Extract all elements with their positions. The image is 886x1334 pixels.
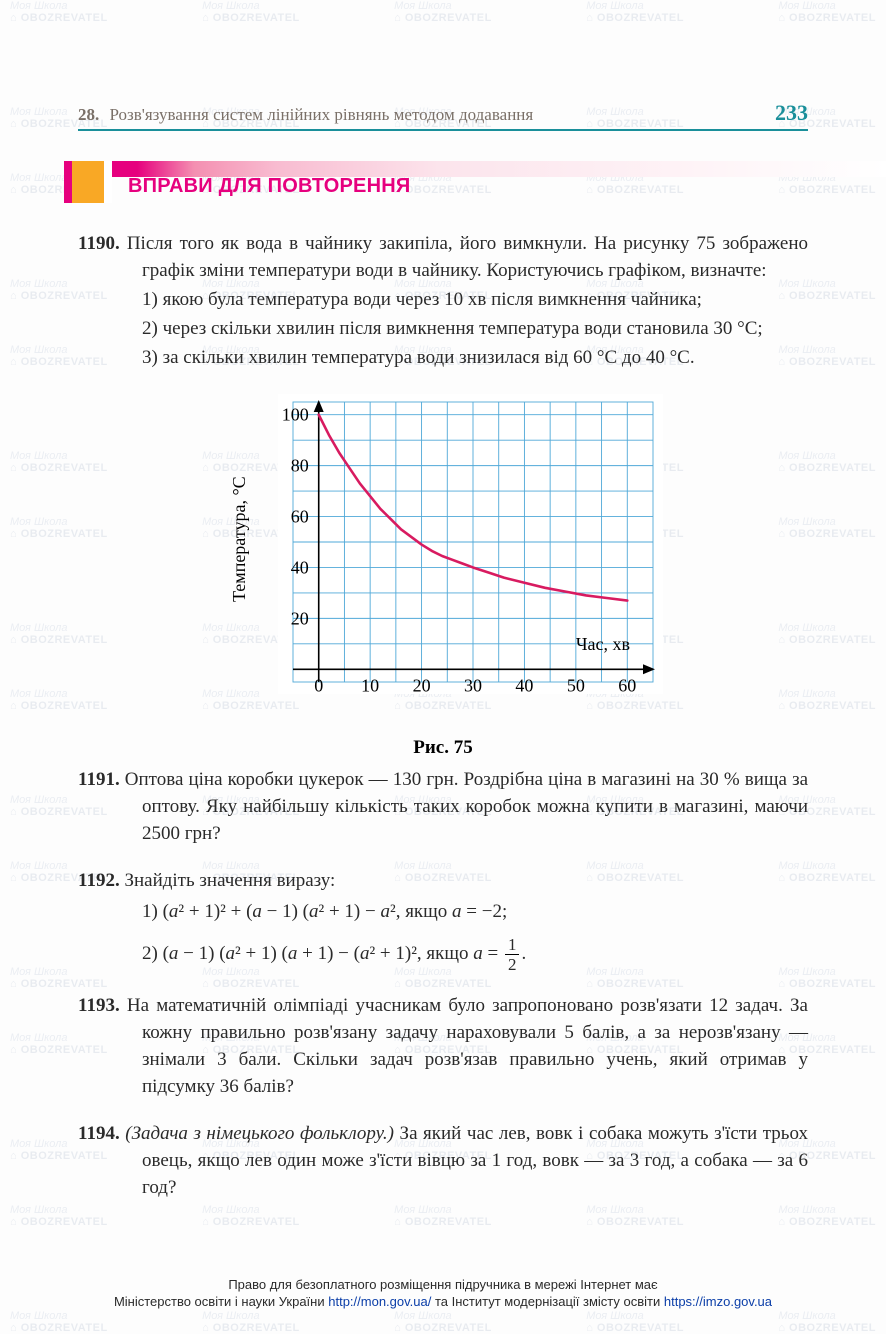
txt: + 1) − xyxy=(324,901,380,922)
txt: = −2; xyxy=(462,901,508,922)
txt: . xyxy=(521,943,526,964)
page-content: 28. Розв'язування систем лінійних рівнян… xyxy=(0,0,886,1281)
txt: 2) ( xyxy=(142,943,169,964)
txt: + 1) ( xyxy=(241,943,288,964)
var-a: a xyxy=(360,943,370,964)
txt: = xyxy=(483,943,503,964)
var-a: a xyxy=(309,901,319,922)
var-a: a xyxy=(226,943,236,964)
problem-1190-intro-text: Після того як вода в чайнику закипіла, й… xyxy=(127,233,808,281)
problem-1190-item-1: 1) якою була температура води через 10 х… xyxy=(142,287,808,314)
list-marker: 1) xyxy=(142,289,158,310)
footer-link-imzo[interactable]: https://imzo.gov.ua xyxy=(664,1294,772,1309)
var-a: a xyxy=(473,943,483,964)
chapter-title: Розв'язування систем лінійних рівнянь ме… xyxy=(110,105,534,124)
section-title: ВПРАВИ ДЛЯ ПОВТОРЕННЯ xyxy=(128,175,410,198)
fraction-one-half: 12 xyxy=(505,936,520,973)
chapter-number: 28. xyxy=(78,105,99,124)
problem-1194-body: 1194. (Задача з німецького фольклору.) З… xyxy=(78,1121,808,1202)
problem-1193: 1193. На математичній олімпіаді учасника… xyxy=(78,993,808,1101)
footer-line-2: Міністерство освіти і науки України http… xyxy=(0,1293,886,1311)
problem-number: 1190. xyxy=(78,233,120,254)
list-text: за скільки хвилин температура води знизи… xyxy=(163,347,695,368)
problem-1191-text: Оптова ціна коробки цукерок — 130 грн. Р… xyxy=(125,769,808,844)
footer-link-mon[interactable]: http://mon.gov.ua/ xyxy=(328,1294,431,1309)
problem-1190-intro: 1190. Після того як вода в чайнику закип… xyxy=(78,231,808,285)
var-a: a xyxy=(380,901,390,922)
problem-1192-intro: 1192. Знайдіть значення виразу: xyxy=(78,868,808,895)
svg-text:30: 30 xyxy=(464,675,482,695)
txt: 1) ( xyxy=(142,901,169,922)
var-a: a xyxy=(169,943,179,964)
var-a: a xyxy=(288,943,298,964)
problem-1190-list: 1) якою була температура води через 10 х… xyxy=(78,287,808,372)
list-text: якою була температура води через 10 хв п… xyxy=(163,289,702,310)
problem-number: 1194. xyxy=(78,1123,120,1144)
page-number: 233 xyxy=(775,100,808,126)
temperature-chart: 0 10 20 30 40 50 60 20 40 60 80 100 Час, хв Температу… xyxy=(223,392,663,722)
txt: , якщо xyxy=(396,901,452,922)
list-text: через скільки хвилин після вимкнення тем… xyxy=(163,318,763,339)
problem-1192-line-1: 1) (a² + 1)² + (a − 1) (a² + 1) − a², як… xyxy=(142,899,808,926)
list-marker: 2) xyxy=(142,318,158,339)
svg-text:60: 60 xyxy=(291,506,309,526)
problem-1194: 1194. (Задача з німецького фольклору.) З… xyxy=(78,1121,808,1202)
problem-1192: 1192. Знайдіть значення виразу: 1) (a² +… xyxy=(78,868,808,973)
problem-1192-lines: 1) (a² + 1)² + (a − 1) (a² + 1) − a², як… xyxy=(78,899,808,973)
problem-1190-item-3: 3) за скільки хвилин температура води зн… xyxy=(142,345,808,372)
list-marker: 3) xyxy=(142,347,158,368)
figure-75: 0 10 20 30 40 50 60 20 40 60 80 100 Час, хв Температу… xyxy=(78,392,808,759)
running-head: 28. Розв'язування систем лінійних рівнян… xyxy=(78,100,808,131)
svg-text:40: 40 xyxy=(515,675,533,695)
var-a: a xyxy=(452,901,462,922)
problem-1190: 1190. Після того як вода в чайнику закип… xyxy=(78,231,808,372)
problem-1191: 1191. Оптова ціна коробки цукерок — 130 … xyxy=(78,767,808,848)
svg-text:Температура, °С: Температура, °С xyxy=(229,476,249,602)
problem-1194-lead: (Задача з німецького фольклору.) xyxy=(125,1123,394,1144)
txt: + 1) − ( xyxy=(297,943,360,964)
svg-text:20: 20 xyxy=(413,675,431,695)
problem-1192-intro-text: Знайдіть значення виразу: xyxy=(124,870,335,891)
chapter-heading: 28. Розв'язування систем лінійних рівнян… xyxy=(78,105,533,125)
svg-text:100: 100 xyxy=(282,405,309,425)
txt: + 1)² + ( xyxy=(184,901,252,922)
problem-number: 1191. xyxy=(78,769,120,790)
footer-text: Міністерство освіти і науки України xyxy=(114,1294,328,1309)
var-a: a xyxy=(169,901,179,922)
problem-1190-item-2: 2) через скільки хвилин після вимкнення … xyxy=(142,316,808,343)
svg-text:60: 60 xyxy=(618,675,636,695)
problem-number: 1192. xyxy=(78,870,120,891)
svg-text:50: 50 xyxy=(567,675,585,695)
svg-text:20: 20 xyxy=(291,608,309,628)
problem-1193-body: 1193. На математичній олімпіаді учасника… xyxy=(78,993,808,1101)
problem-1192-line-2: 2) (a − 1) (a² + 1) (a + 1) − (a² + 1)²,… xyxy=(142,936,808,973)
svg-text:80: 80 xyxy=(291,455,309,475)
svg-text:0: 0 xyxy=(314,675,323,695)
banner-tab xyxy=(72,161,112,203)
svg-text:Час, хв: Час, хв xyxy=(576,634,630,654)
problem-number: 1193. xyxy=(78,995,120,1016)
problem-1193-text: На математичній олімпіаді учасникам було… xyxy=(127,995,808,1097)
txt: + 1)², якщо xyxy=(375,943,473,964)
svg-text:10: 10 xyxy=(361,675,379,695)
svg-text:40: 40 xyxy=(291,557,309,577)
txt: − 1) ( xyxy=(262,901,309,922)
footer-text: та Інститут модернізації змісту освіти xyxy=(431,1294,664,1309)
txt: − 1) ( xyxy=(178,943,225,964)
section-banner: ВПРАВИ ДЛЯ ПОВТОРЕННЯ xyxy=(78,161,808,203)
problem-1191-body: 1191. Оптова ціна коробки цукерок — 130 … xyxy=(78,767,808,848)
var-a: a xyxy=(252,901,262,922)
figure-caption: Рис. 75 xyxy=(78,737,808,759)
